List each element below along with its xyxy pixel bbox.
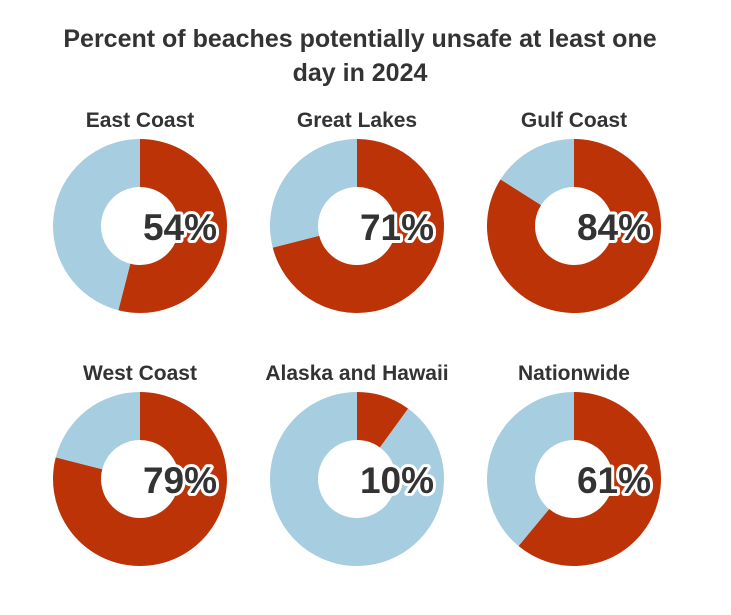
donut-panel-alaska-and-hawaii: Alaska and Hawaii 10% — [265, 362, 449, 566]
slice-unsafe-alaska-and-hawaii — [357, 392, 409, 448]
percent-label-nationwide: 61% — [577, 460, 651, 501]
chart-title: Percent of beaches potentially unsafe at… — [63, 25, 657, 87]
donut-panel-nationwide: Nationwide 61% — [487, 362, 661, 566]
percent-label-west-coast: 79% — [143, 460, 217, 501]
percent-label-east-coast: 54% — [143, 207, 217, 248]
slice-safe-alaska-and-hawaii — [270, 392, 445, 566]
slice-unsafe-great-lakes — [272, 139, 444, 314]
donut-panel-great-lakes: Great Lakes 71% — [270, 109, 444, 314]
percent-label-gulf-coast: 84% — [577, 207, 651, 248]
slice-safe-east-coast — [53, 139, 140, 311]
slice-unsafe-gulf-coast — [486, 139, 661, 313]
slice-unsafe-nationwide — [518, 392, 661, 566]
slice-safe-west-coast — [55, 392, 141, 470]
panel-title-gulf-coast: Gulf Coast — [521, 109, 627, 132]
panel-title-great-lakes: Great Lakes — [297, 109, 417, 132]
slice-unsafe-east-coast — [118, 139, 228, 313]
slice-unsafe-west-coast — [52, 392, 227, 567]
panel-title-east-coast: East Coast — [86, 109, 195, 132]
panel-title-nationwide: Nationwide — [518, 362, 630, 385]
percent-label-alaska-and-hawaii: 10% — [360, 460, 434, 501]
percent-label-great-lakes: 71% — [360, 207, 434, 248]
slice-safe-great-lakes — [270, 139, 357, 248]
panel-title-west-coast: West Coast — [83, 362, 197, 385]
slice-safe-nationwide — [487, 392, 574, 547]
panel-title-alaska-and-hawaii: Alaska and Hawaii — [265, 362, 448, 385]
donut-panel-gulf-coast: Gulf Coast 84% — [486, 109, 661, 313]
donut-panel-east-coast: East Coast 54% — [53, 109, 228, 313]
donut-panel-west-coast: West Coast 79% — [52, 362, 227, 567]
slice-safe-gulf-coast — [500, 139, 574, 206]
